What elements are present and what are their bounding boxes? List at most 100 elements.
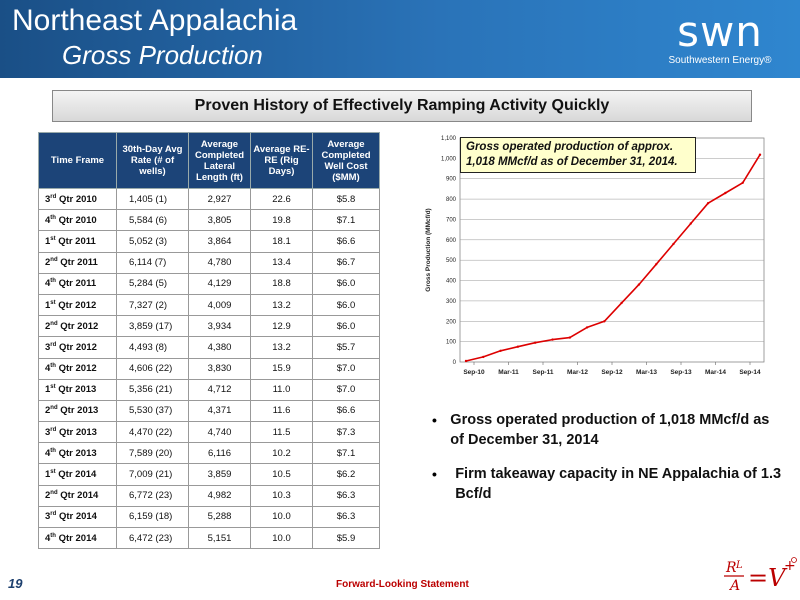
cell-lateral-length: 4,380	[188, 336, 251, 359]
quarter-label: Qtr 2011	[58, 235, 96, 247]
quarter-number: 1	[45, 384, 51, 396]
cell-re-re: 13.2	[250, 336, 313, 359]
cell-avg-rate: 4,493 (8)	[116, 336, 189, 359]
production-data-point	[672, 242, 675, 246]
quarter-number: 3	[45, 341, 51, 353]
header-re-re: Average RE-RE (Rig Days)	[250, 132, 313, 189]
cell-re-re: 19.8	[250, 209, 313, 232]
quarter-suffix: th	[50, 532, 56, 539]
bullet-text: Firm takeaway capacity in NE Appalachia …	[455, 466, 782, 502]
cell-time-frame: 2nd Qtr 2014	[38, 484, 117, 507]
header-avg-rate: 30th-Day Avg Rate (# of wells)	[116, 132, 189, 189]
table-row: 3rd Qtr 2014 6,159 (18) 5,288 10.0 $6.3	[38, 505, 380, 529]
quarter-label: Qtr 2014	[58, 469, 97, 481]
cell-lateral-length: 4,712	[188, 378, 251, 401]
table-row: 3rd Qtr 2012 4,493 (8) 4,380 13.2 $5.7	[38, 336, 380, 359]
cell-avg-rate: 7,327 (2)	[116, 293, 189, 317]
svg-text:L: L	[735, 560, 743, 571]
cell-time-frame: 1st Qtr 2012	[38, 293, 117, 317]
x-tick-label: Sep-11	[533, 369, 554, 376]
y-tick-label: 600	[446, 238, 457, 244]
bullet-list: • Gross operated production of 1,018 MMc…	[432, 410, 782, 518]
cell-re-re: 22.6	[250, 187, 313, 211]
header-lateral-length: Average Completed Lateral Length (ft)	[188, 132, 251, 189]
cell-well-cost: $7.0	[312, 378, 380, 401]
table-row: 2nd Qtr 2013 5,530 (37) 4,371 11.6 $6.6	[38, 399, 380, 423]
production-data-point	[516, 345, 520, 348]
quarter-number: 4	[45, 214, 51, 226]
x-tick-label: Mar-13	[636, 369, 657, 376]
quarterly-data-table: Time Frame 30th-Day Avg Rate (# of wells…	[38, 132, 380, 550]
cell-avg-rate: 5,052 (3)	[116, 230, 189, 253]
quarter-label: Qtr 2012	[58, 363, 97, 375]
cell-avg-rate: 6,114 (7)	[116, 251, 189, 274]
cell-re-re: 15.9	[250, 357, 313, 380]
table-row: 1st Qtr 2012 7,327 (2) 4,009 13.2 $6.0	[38, 293, 380, 317]
cell-re-re: 18.1	[250, 230, 313, 253]
cell-re-re: 13.4	[250, 251, 313, 274]
page-title: Northeast Appalachia	[12, 4, 298, 37]
cell-well-cost: $7.1	[312, 209, 380, 232]
cell-avg-rate: 5,356 (21)	[116, 378, 189, 401]
cell-lateral-length: 3,934	[188, 315, 251, 338]
cell-time-frame: 4th Qtr 2011	[38, 272, 117, 295]
plot-area	[459, 137, 765, 363]
quarter-number: 4	[45, 363, 51, 375]
cell-re-re: 18.8	[250, 272, 313, 295]
cell-time-frame: 3rd Qtr 2012	[38, 336, 117, 359]
cell-re-re: 10.3	[250, 484, 313, 507]
header-well-cost: Average Completed Well Cost ($MM)	[312, 132, 380, 189]
chart-annotation: Gross operated production of approx. 1,0…	[460, 137, 696, 173]
cell-well-cost: $7.0	[312, 357, 380, 380]
cell-avg-rate: 5,284 (5)	[116, 272, 189, 295]
x-tick-label: Sep-13	[670, 369, 692, 376]
quarter-suffix: nd	[50, 320, 58, 327]
cell-time-frame: 2nd Qtr 2012	[38, 315, 117, 338]
production-data-point	[620, 301, 623, 305]
production-data-point	[655, 263, 658, 266]
cell-time-frame: 1st Qtr 2013	[38, 378, 117, 401]
cell-re-re: 11.0	[250, 378, 313, 401]
quarter-number: 1	[45, 235, 51, 247]
cell-lateral-length: 4,129	[188, 272, 251, 295]
cell-avg-rate: 7,009 (21)	[116, 463, 189, 486]
cell-time-frame: 2nd Qtr 2013	[38, 399, 117, 423]
forward-looking-link[interactable]: Forward-Looking Statement	[336, 579, 469, 590]
cell-time-frame: 2nd Qtr 2011	[38, 251, 117, 274]
production-data-point	[689, 222, 692, 225]
bullet-item: • Gross operated production of 1,018 MMc…	[432, 410, 782, 450]
y-tick-label: 800	[446, 197, 457, 203]
quarter-label: Qtr 2012	[60, 320, 99, 332]
cell-lateral-length: 3,805	[188, 209, 251, 232]
cell-re-re: 12.9	[250, 315, 313, 338]
y-tick-label: 200	[446, 319, 457, 325]
x-tick-label: Sep-10	[463, 369, 485, 376]
quarter-suffix: st	[50, 299, 56, 306]
cell-avg-rate: 6,159 (18)	[116, 505, 189, 529]
quarter-suffix: nd	[50, 490, 58, 497]
quarter-label: Qtr 2011	[60, 257, 98, 269]
svg-text:+: +	[784, 558, 796, 574]
cell-lateral-length: 3,859	[188, 463, 251, 486]
production-data-point	[482, 355, 485, 359]
svg-text:R: R	[725, 560, 737, 576]
cell-well-cost: $6.6	[312, 399, 380, 423]
x-tick-label: Sep-14	[739, 369, 761, 376]
cell-well-cost: $7.1	[312, 442, 380, 465]
cell-lateral-length: 4,982	[188, 484, 251, 507]
cell-well-cost: $5.9	[312, 526, 380, 550]
quarter-label: Qtr 2013	[60, 405, 99, 417]
swn-logo: swn Southwestern Energy®	[660, 10, 780, 70]
cell-lateral-length: 5,288	[188, 505, 251, 529]
cell-avg-rate: 5,530 (37)	[116, 399, 189, 423]
cell-well-cost: $6.0	[312, 315, 380, 338]
y-tick-label: 100	[446, 340, 457, 346]
header-bar: Northeast Appalachia Gross Production sw…	[0, 0, 800, 78]
cell-lateral-length: 5,151	[188, 526, 251, 550]
quarter-label: Qtr 2012	[58, 341, 97, 353]
x-tick-label: Sep-12	[601, 369, 623, 376]
quarter-suffix: th	[50, 447, 56, 454]
cell-re-re: 11.6	[250, 399, 313, 423]
table-row: 1st Qtr 2013 5,356 (21) 4,712 11.0 $7.0	[38, 378, 380, 401]
cell-well-cost: $6.3	[312, 505, 380, 529]
